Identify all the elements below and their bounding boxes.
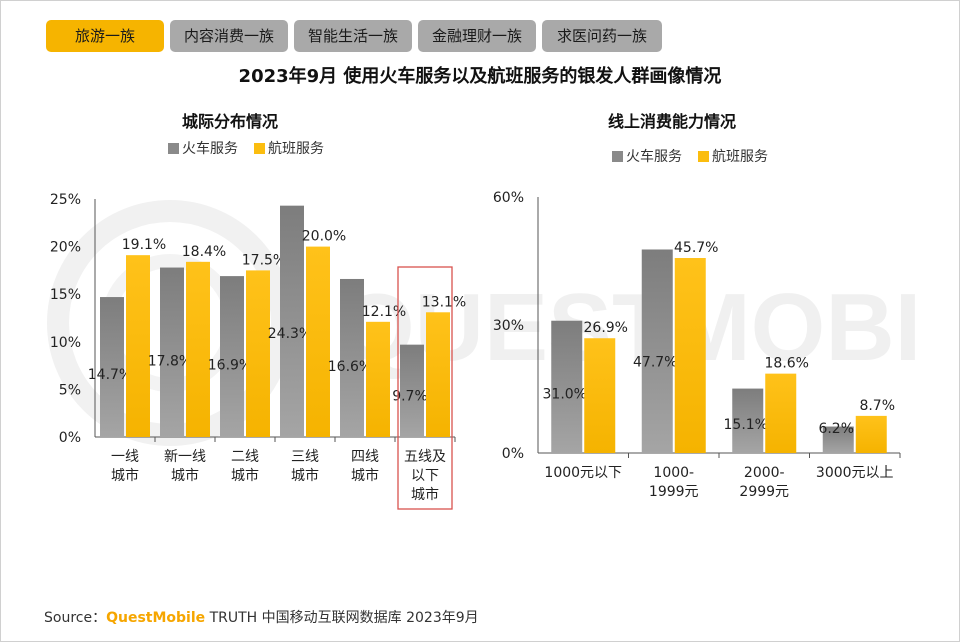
data-label-flight: 17.5% [242,252,286,268]
data-label-flight: 8.7% [859,398,895,414]
data-label-flight: 19.1% [122,237,166,253]
y-tick-label: 15% [50,287,81,303]
data-label-train: 16.9% [208,358,252,374]
bar-train [280,205,304,437]
bar-flight [584,338,616,453]
source-prefix: Source： [44,610,107,626]
x-tick-label: 城市 [351,467,379,484]
data-label-flight: 18.4% [182,244,226,260]
legend-swatch-flight [254,142,265,154]
y-tick-label: 0% [59,430,81,446]
x-tick-label: 三线 [291,449,319,465]
x-tick-label: 1000元以下 [544,465,622,481]
x-tick-label: 1000- [653,465,694,481]
bar-train [822,426,854,453]
data-label-train: 16.6% [328,359,372,375]
bar-train [160,267,184,437]
data-label-train: 31.0% [543,386,587,402]
y-tick-label: 5% [59,382,81,398]
x-tick-label: 新一线 [164,449,206,465]
bar-train [400,344,424,437]
data-label-train: 6.2% [818,421,854,437]
tab-finance[interactable]: 金融理财一族 [418,20,536,52]
y-tick-label: 30% [493,318,524,334]
x-tick-label: 城市 [411,486,439,503]
x-tick-label: 四线 [351,449,379,465]
bar-flight [765,373,797,453]
y-tick-label: 25% [50,192,81,208]
tab-smart-life[interactable]: 智能生活一族 [294,20,412,52]
source-rest: TRUTH 中国移动互联网数据库 2023年9月 [205,610,479,626]
y-tick-label: 60% [493,190,524,206]
data-label-train: 14.7% [88,367,132,383]
bar-flight [186,261,210,437]
bar-train [340,278,364,437]
bar-flight [246,270,270,437]
source-brand: QuestMobile [106,610,206,626]
legend-label: 火车服务 [626,149,682,165]
chart-title-city: 城际分布情况 [182,112,279,131]
data-label-flight: 18.6% [765,356,809,372]
page-title: 2023年9月 使用火车服务以及航班服务的银发人群画像情况 [238,66,722,87]
legend-city: 火车服务 航班服务 [168,138,340,158]
legend-label: 火车服务 [182,141,238,157]
category-tabs: 旅游一族 内容消费一族 智能生活一族 金融理财一族 求医问药一族 [46,20,662,52]
legend-spending: 火车服务 航班服务 [612,146,784,166]
data-label-train: 9.7% [392,388,428,404]
data-label-train: 24.3% [268,326,312,342]
x-tick-label: 2999元 [739,484,789,500]
bar-train [220,276,244,437]
x-tick-label: 3000元以上 [816,465,894,481]
x-tick-label: 城市 [171,467,199,484]
tab-content-consumption[interactable]: 内容消费一族 [170,20,288,52]
legend-label: 航班服务 [712,149,768,165]
legend-item-train: 火车服务 [168,138,238,158]
data-label-flight: 12.1% [362,304,406,320]
x-tick-label: 以下 [411,468,439,484]
data-label-flight: 26.9% [584,320,628,336]
bar-flight [366,321,390,437]
tab-travel[interactable]: 旅游一族 [46,20,164,52]
x-tick-label: 城市 [291,467,319,484]
data-label-train: 17.8% [148,354,192,370]
bar-flight [426,312,450,437]
x-tick-label: 五线及 [404,449,446,465]
x-tick-label: 1999元 [649,484,699,500]
x-tick-label: 2000- [744,465,785,481]
legend-label: 航班服务 [268,141,324,157]
bar-train [732,388,764,453]
bar-flight [674,258,706,453]
chart-title-spending: 线上消费能力情况 [608,112,737,131]
source-note: Source：QuestMobile TRUTH 中国移动互联网数据库 2023… [44,607,479,627]
x-tick-label: 城市 [111,467,139,484]
tab-medical[interactable]: 求医问药一族 [542,20,662,52]
x-tick-label: 城市 [231,467,259,484]
legend-swatch-train [612,150,623,162]
highlight-box [397,266,453,510]
legend-item-train: 火车服务 [612,146,682,166]
x-tick-label: 一线 [111,449,139,465]
data-label-flight: 45.7% [674,240,718,256]
legend-swatch-train [168,142,179,154]
bar-train [100,297,124,437]
data-label-train: 15.1% [724,417,768,433]
y-tick-label: 10% [50,335,81,351]
bar-flight [855,415,887,453]
bar-flight [306,246,330,437]
bar-train [641,249,673,453]
legend-item-flight: 航班服务 [698,146,768,166]
x-tick-label: 二线 [231,449,259,465]
y-tick-label: 0% [502,446,524,462]
data-label-flight: 20.0% [302,229,346,245]
bar-flight [126,255,150,437]
legend-swatch-flight [698,150,709,162]
data-label-train: 47.7% [633,354,677,370]
legend-item-flight: 航班服务 [254,138,324,158]
y-tick-label: 20% [50,240,81,256]
data-label-flight: 13.1% [422,294,466,310]
bar-train [551,320,583,453]
